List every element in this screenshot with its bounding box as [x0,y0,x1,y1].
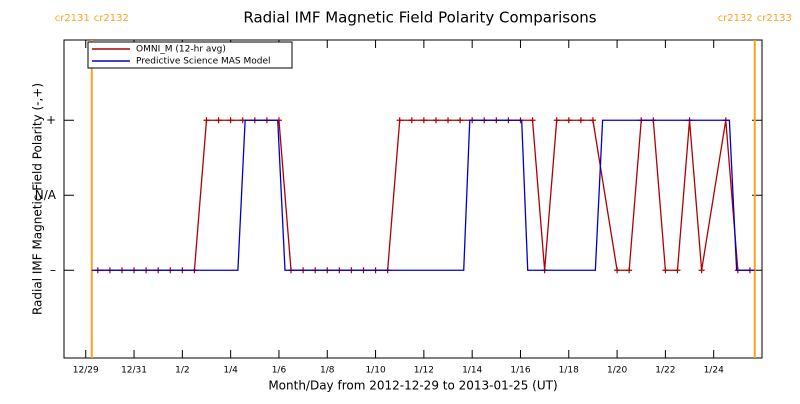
data-point [674,267,681,274]
data-point [529,117,536,124]
x-tick-label: 1/12 [414,366,434,376]
y-tick-label: + [46,113,56,127]
x-tick-label: 12/29 [73,366,99,376]
data-point [203,117,210,124]
x-axis-label: Month/Day from 2012-12-29 to 2013-01-25 … [268,379,557,393]
data-point [662,267,669,274]
x-tick-label: 1/2 [175,366,189,376]
legend-label: OMNI_M (12-hr avg) [136,45,226,55]
plot-frame [63,39,763,359]
x-tick-label: 1/4 [223,366,238,376]
x-tick-label: 1/8 [320,366,335,376]
data-point [396,117,403,124]
x-tick-label: 1/14 [462,366,482,376]
y-tick-label: N/A [35,188,57,202]
x-tick-label: 1/10 [365,366,385,376]
data-point [565,117,572,124]
boundary-label: cr2133 [757,13,792,24]
data-point [698,267,705,274]
y-axis-label: Radial IMF Magnetic Field Polarity (-,+) [31,83,45,315]
x-tick-label: 1/20 [607,366,627,376]
data-point [445,117,452,124]
data-point [420,117,427,124]
data-point [553,117,560,124]
boundary-label: cr2131 [55,13,90,24]
x-tick-label: 1/22 [655,366,675,376]
boundary-label: cr2132 [94,13,129,24]
data-point [577,117,584,124]
series-line [91,119,755,271]
x-tick-label: 1/18 [559,366,579,376]
data-point [457,117,464,124]
data-point [408,117,415,124]
x-tick-label: 1/6 [272,366,287,376]
data-point [589,117,596,124]
boundary-label: cr2132 [718,13,753,24]
x-tick-label: 1/24 [704,366,724,376]
chart-title: Radial IMF Magnetic Field Polarity Compa… [243,9,596,27]
data-point [626,267,633,274]
legend-label: Predictive Science MAS Model [136,57,271,67]
x-tick-label: 1/16 [510,366,530,376]
data-point [227,117,234,124]
data-point [215,117,222,124]
data-point [432,117,439,124]
x-tick-label: 12/31 [121,366,147,376]
y-tick-label: – [50,263,56,277]
data-point [614,267,621,274]
legend-box [87,41,293,69]
